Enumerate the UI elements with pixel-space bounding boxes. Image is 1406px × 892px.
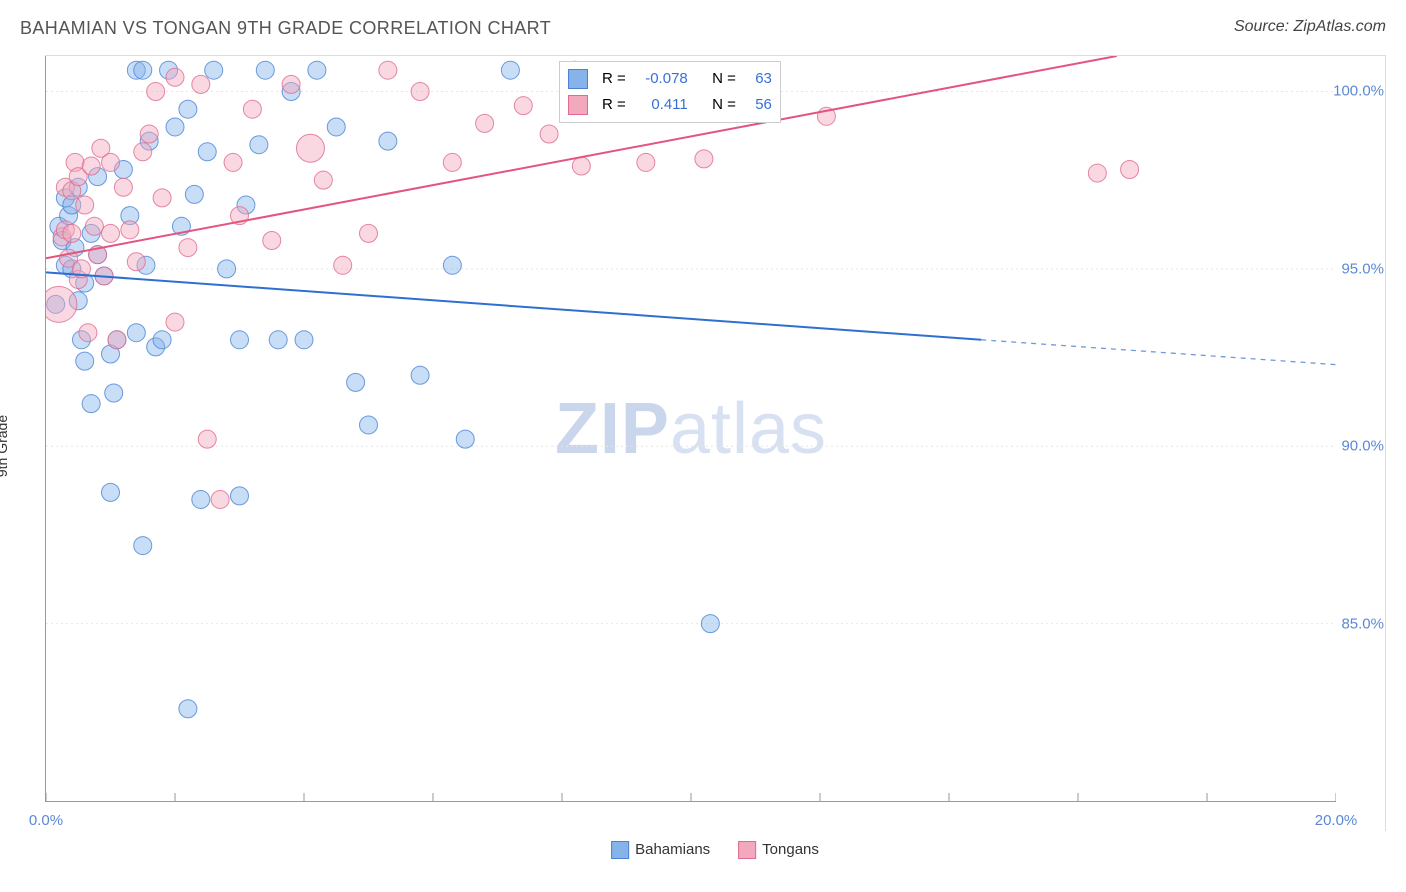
y-axis-label: 9th Grade (0, 415, 10, 477)
r-label: R = (602, 92, 626, 118)
x-tick-label: 0.0% (29, 812, 63, 829)
legend-label: Bahamians (635, 841, 710, 858)
n-value: 56 (744, 92, 772, 118)
x-tick-label: 20.0% (1315, 812, 1358, 829)
y-tick-label: 85.0% (1341, 615, 1384, 632)
stats-swatch (568, 69, 588, 89)
stats-swatch (568, 95, 588, 115)
legend-label: Tongans (762, 841, 819, 858)
legend-item: Tongans (738, 841, 819, 859)
n-value: 63 (744, 66, 772, 92)
stats-box: R = -0.078 N = 63R = 0.411 N = 56 (559, 61, 781, 123)
chart-title: BAHAMIAN VS TONGAN 9TH GRADE CORRELATION… (20, 18, 551, 38)
legend-bottom: Bahamians Tongans (611, 841, 819, 859)
legend-swatch (738, 841, 756, 859)
y-tick-label: 90.0% (1341, 438, 1384, 455)
r-value: 0.411 (634, 92, 688, 118)
n-label: N = (712, 92, 736, 118)
y-tick-label: 95.0% (1341, 260, 1384, 277)
r-value: -0.078 (634, 66, 688, 92)
r-label: R = (602, 66, 626, 92)
n-label: N = (712, 66, 736, 92)
stats-row: R = 0.411 N = 56 (568, 92, 772, 118)
source-label: Source: ZipAtlas.com (1234, 18, 1386, 36)
legend-swatch (611, 841, 629, 859)
y-tick-label: 100.0% (1333, 83, 1384, 100)
stats-row: R = -0.078 N = 63 (568, 66, 772, 92)
plot-wrap: ZIPatlas R = -0.078 N = 63R = 0.411 N = … (45, 55, 1386, 831)
plot-area: ZIPatlas R = -0.078 N = 63R = 0.411 N = … (45, 56, 1336, 802)
legend-item: Bahamians (611, 841, 710, 859)
chart-svg (46, 56, 1336, 801)
